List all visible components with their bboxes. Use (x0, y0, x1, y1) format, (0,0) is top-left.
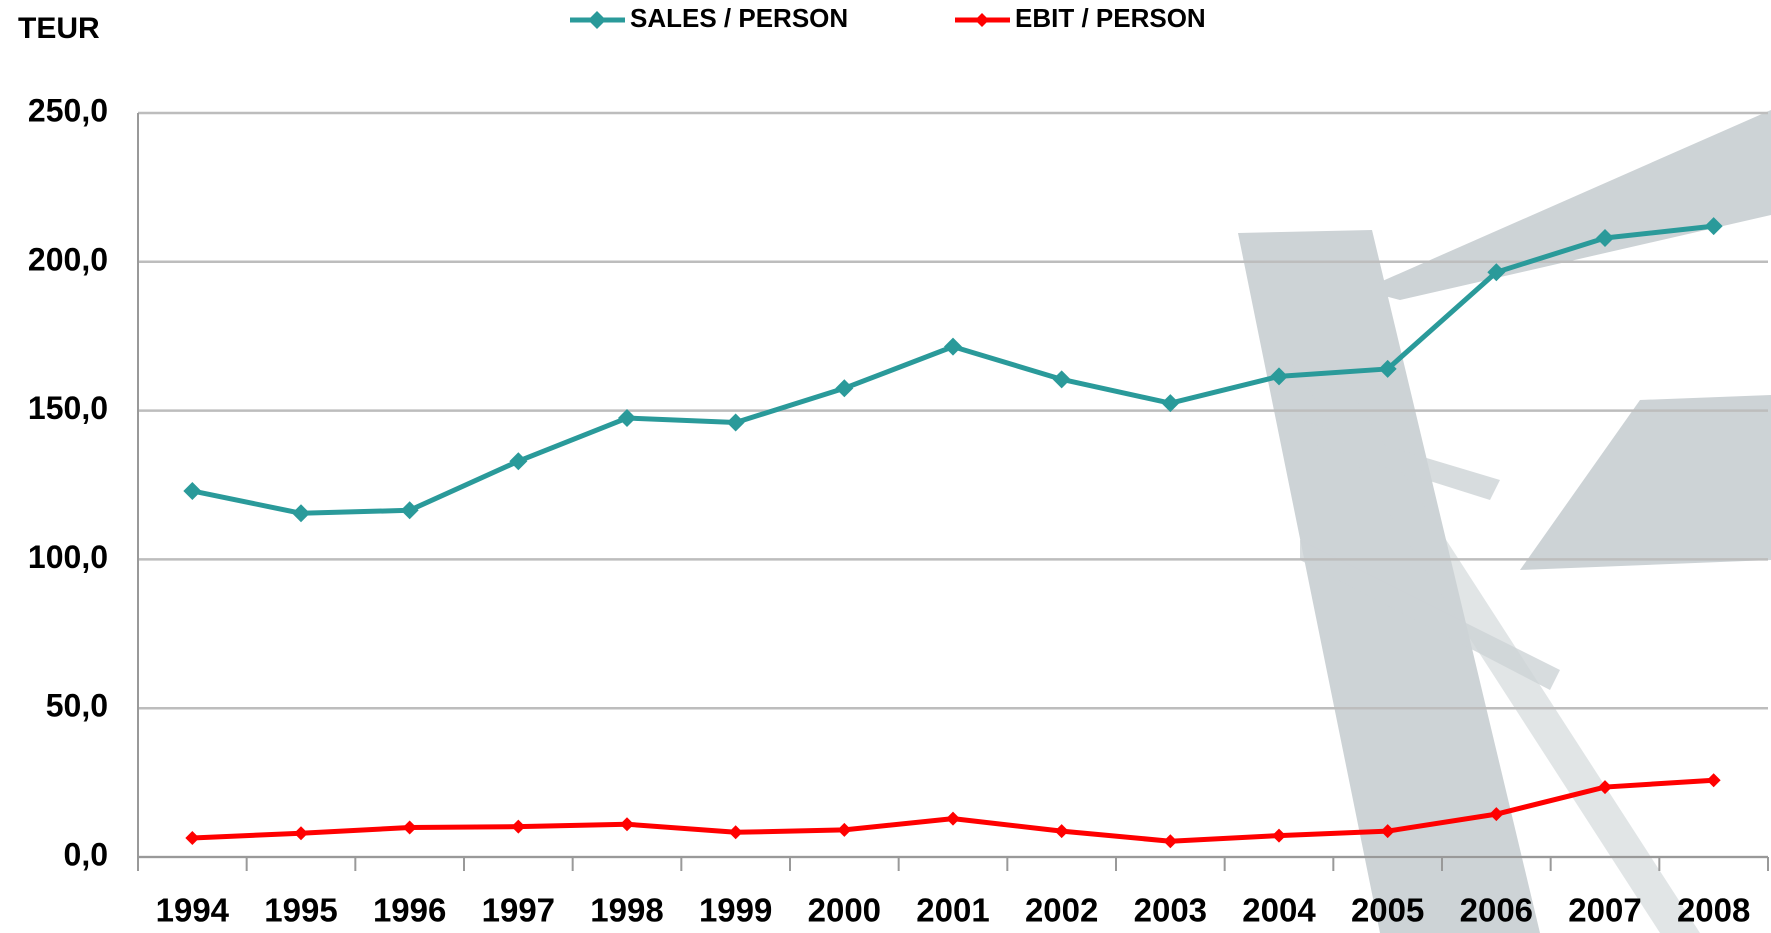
data-point (1378, 359, 1397, 378)
x-tick-label: 2002 (1025, 892, 1098, 929)
y-tick-label: 100,0 (28, 539, 108, 575)
data-point (1704, 217, 1723, 236)
data-point (1161, 394, 1180, 413)
data-point (1596, 228, 1614, 247)
x-tick-label: 1999 (699, 892, 772, 929)
x-tick-label: 1998 (590, 892, 663, 929)
y-tick-label: 250,0 (28, 92, 108, 128)
data-point (728, 825, 743, 840)
x-tick-label: 2005 (1351, 892, 1424, 929)
data-point (400, 501, 419, 520)
legend-label: EBIT / PERSON (1015, 3, 1206, 33)
data-point (1163, 834, 1178, 849)
plot-area: 0,0 50,0 100,0 150,0 200,0 250,0 1994 1995 1996 1… (28, 92, 1769, 929)
data-point (511, 819, 526, 834)
data-point (1489, 807, 1504, 822)
data-point (1487, 263, 1506, 282)
data-point (1380, 824, 1395, 839)
data-point (946, 811, 960, 826)
y-tick-label: 50,0 (46, 688, 108, 724)
data-point (1272, 828, 1286, 843)
data-point (835, 379, 854, 398)
x-tick-label: 1995 (264, 892, 337, 929)
x-tick-label: 2003 (1134, 892, 1207, 929)
data-point (1054, 824, 1069, 839)
data-point (1052, 370, 1071, 389)
x-tick-label: 2006 (1460, 892, 1533, 929)
data-point (726, 413, 745, 432)
legend-marker (975, 13, 989, 27)
legend-label: SALES / PERSON (630, 3, 848, 33)
data-point (402, 820, 417, 835)
data-point (509, 452, 528, 471)
x-tick-label: 2008 (1677, 892, 1750, 929)
x-tick-label: 2001 (916, 892, 989, 929)
data-point (1270, 367, 1288, 386)
legend-marker (588, 11, 606, 29)
legend: SALES / PERSON EBIT / PERSON (570, 3, 1206, 33)
x-tick-label: 2007 (1568, 892, 1641, 929)
x-tick-label: 1997 (482, 892, 555, 929)
data-point (618, 409, 636, 428)
x-tick-label: 2000 (808, 892, 881, 929)
data-point (292, 504, 310, 523)
data-point (620, 817, 634, 832)
data-point (1706, 773, 1721, 788)
y-tick-label: 0,0 (64, 836, 108, 872)
data-point (183, 481, 202, 500)
y-tick-label: 150,0 (28, 390, 108, 426)
x-tick-label: 1994 (156, 892, 230, 929)
x-tick-label: 2004 (1242, 892, 1316, 929)
data-point (185, 830, 200, 845)
y-axis-title: TEUR (18, 12, 100, 45)
data-point (837, 822, 852, 837)
y-tick-label: 200,0 (28, 241, 108, 277)
data-point (294, 826, 308, 841)
x-tick-label: 1996 (373, 892, 446, 929)
data-point (944, 337, 962, 356)
data-point (1598, 780, 1612, 795)
